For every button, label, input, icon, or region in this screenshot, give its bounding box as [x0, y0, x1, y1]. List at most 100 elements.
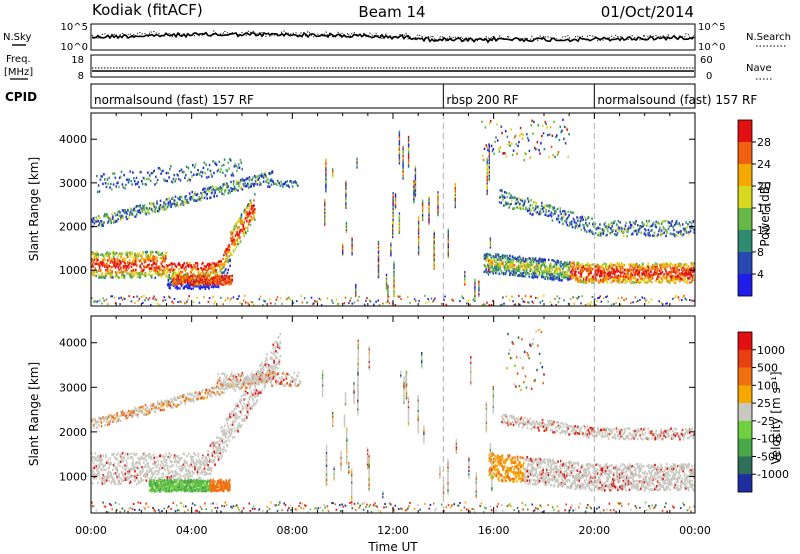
data-cell	[482, 154, 484, 157]
data-cell	[149, 255, 151, 258]
data-cell	[447, 245, 449, 249]
data-cell	[239, 229, 242, 232]
data-cell	[106, 214, 109, 217]
data-cell	[581, 266, 583, 269]
data-cell	[594, 278, 597, 282]
data-cell	[495, 271, 498, 274]
data-cell	[366, 297, 368, 300]
data-cell	[197, 282, 199, 286]
data-cell	[596, 227, 599, 231]
data-cell	[666, 229, 668, 232]
data-cell	[437, 212, 439, 215]
data-cell	[259, 181, 261, 184]
data-cell	[647, 276, 649, 279]
data-cell	[500, 258, 502, 261]
data-cell	[200, 282, 203, 286]
data-cell	[194, 268, 197, 271]
data-cell	[413, 188, 415, 192]
data-cell	[96, 467, 98, 471]
data-cell	[655, 220, 658, 224]
data-cell	[208, 188, 210, 191]
data-cell	[197, 198, 200, 201]
data-cell	[589, 229, 591, 232]
data-cell	[91, 260, 93, 263]
data-cell	[636, 231, 638, 234]
data-cell	[398, 144, 401, 147]
data-cell	[202, 188, 204, 192]
data-cell	[567, 265, 569, 268]
data-cell	[165, 171, 168, 175]
data-cell	[630, 278, 633, 281]
data-cell	[540, 260, 543, 263]
data-cell	[679, 224, 681, 227]
data-cell	[689, 274, 692, 277]
data-cell	[145, 183, 147, 186]
data-cell	[596, 273, 598, 277]
data-cell	[356, 159, 358, 162]
cpid-label: CPID	[5, 90, 37, 104]
data-cell	[256, 175, 259, 178]
data-cell	[548, 206, 551, 209]
data-cell	[325, 174, 327, 177]
data-cell	[106, 259, 109, 262]
data-cell	[175, 274, 178, 277]
data-cell	[137, 255, 140, 258]
data-cell	[186, 279, 189, 282]
data-cell	[421, 201, 424, 204]
data-cell	[242, 182, 245, 186]
data-cell	[246, 229, 249, 232]
data-cell	[222, 257, 224, 261]
data-cell	[324, 223, 326, 226]
data-cell	[505, 155, 508, 158]
data-cell	[225, 260, 228, 263]
data-cell	[156, 260, 158, 263]
data-cell	[638, 269, 641, 273]
data-cell	[186, 300, 188, 303]
data-cell	[560, 212, 562, 216]
data-cell	[165, 268, 167, 271]
data-cell	[654, 265, 657, 269]
data-cell	[179, 179, 182, 182]
data-cell	[92, 465, 95, 468]
data-cell	[204, 285, 207, 288]
data-cell	[680, 265, 683, 268]
data-cell	[205, 283, 208, 286]
data-cell	[407, 155, 410, 158]
data-cell	[226, 276, 228, 279]
data-cell	[203, 278, 205, 281]
data-cell	[638, 227, 641, 231]
data-cell	[641, 263, 643, 266]
data-cell	[637, 268, 640, 272]
data-cell	[202, 261, 204, 265]
data-cell	[224, 277, 226, 281]
data-cell	[662, 265, 664, 269]
data-cell	[533, 270, 536, 273]
data-cell	[596, 268, 598, 272]
data-cell	[478, 292, 480, 296]
data-cell	[433, 244, 435, 248]
data-cell	[214, 189, 216, 192]
data-cell	[550, 266, 553, 270]
data-cell	[125, 211, 127, 214]
data-cell	[100, 462, 103, 465]
data-cell	[206, 285, 208, 289]
data-cell	[676, 222, 679, 226]
data-cell	[392, 227, 394, 230]
data-cell	[232, 241, 235, 245]
data-cell	[139, 264, 141, 267]
data-cell	[393, 268, 395, 271]
data-cell	[554, 271, 556, 275]
data-cell	[582, 224, 584, 227]
data-cell	[668, 225, 671, 228]
data-cell	[437, 201, 439, 205]
data-cell	[500, 262, 502, 266]
data-cell	[571, 261, 574, 265]
data-cell	[218, 276, 220, 280]
data-cell	[433, 239, 435, 242]
freq-tick-top: 18	[71, 55, 84, 66]
data-cell	[676, 234, 679, 237]
data-cell	[497, 267, 500, 271]
data-cell	[126, 269, 128, 272]
data-cell	[95, 216, 97, 219]
data-cell	[562, 265, 565, 269]
